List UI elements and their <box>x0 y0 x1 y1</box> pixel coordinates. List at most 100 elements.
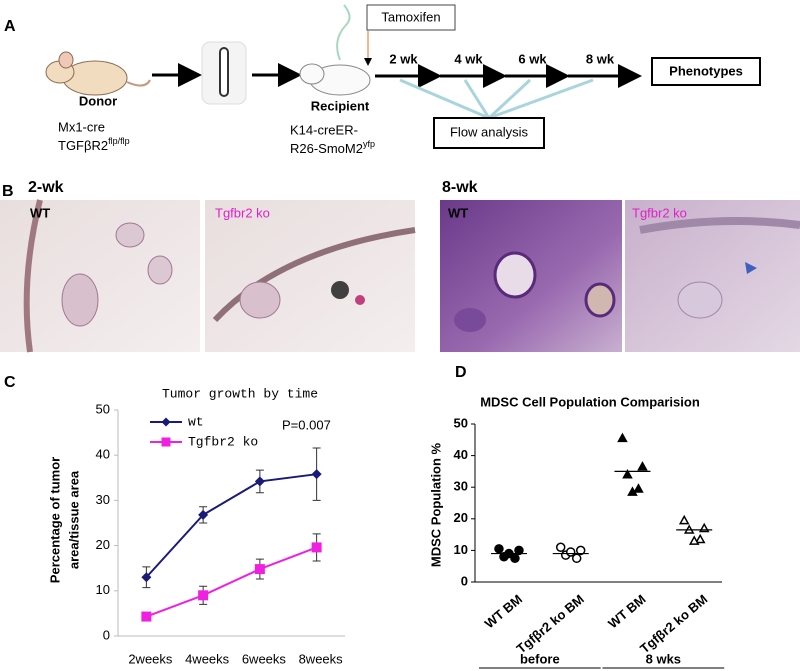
recipient-mouse-shape <box>336 4 351 61</box>
data-point <box>617 432 628 443</box>
y-tick-label: 20 <box>454 510 468 525</box>
outcome-box <box>651 57 761 86</box>
data-point <box>555 542 566 552</box>
histology-8wk-ko-shape <box>639 217 800 234</box>
y-tick-label: 0 <box>103 627 110 642</box>
y-tick-label: 20 <box>96 537 110 552</box>
donor-genotype: TGFβR2flp/flp <box>58 136 130 153</box>
donor-mouse-shape <box>62 60 128 96</box>
y-tick-label: 40 <box>96 447 110 462</box>
sample-label: WT <box>448 205 468 220</box>
superscript: yfp <box>363 139 375 149</box>
assay-link <box>399 78 490 120</box>
group-label: 8 wks <box>646 651 681 666</box>
data-point <box>141 611 152 622</box>
recipient-genotype: K14-creER- <box>290 122 358 137</box>
x-tick-label: 8weeks <box>299 651 344 666</box>
group-label: before <box>520 651 560 666</box>
chart-d: MDSC Cell Population Comparision 0 10 20 30 4… <box>428 394 725 669</box>
histology-8wk-ko-shape <box>677 281 723 319</box>
histology-8wk-ko-shape <box>745 262 757 274</box>
x-tick-label: Tgfβr2 ko BM <box>514 591 587 656</box>
data-point <box>494 544 504 554</box>
data-point <box>141 572 152 583</box>
recipient-mouse-shape <box>299 63 325 85</box>
legend-label: Tgfbr2 ko <box>188 434 258 449</box>
timepoint: 8 wk <box>586 51 615 66</box>
donor-mouse-shape <box>126 79 151 87</box>
data-point <box>510 553 520 564</box>
legend-marker <box>161 437 171 447</box>
histology-2wk-wt <box>0 199 200 353</box>
treatment: Tamoxifen <box>381 9 440 24</box>
timepoint: 6 wk <box>518 51 547 66</box>
y-tick-label: 40 <box>454 447 468 462</box>
timepoint-label: 8-wk <box>442 179 478 196</box>
donor-genotype: Mx1-cre <box>58 119 105 134</box>
data-point <box>198 509 209 520</box>
assay-link <box>487 78 532 120</box>
histology-8wk-wt-shape <box>454 308 486 332</box>
assay-box <box>433 117 545 149</box>
assay: Flow analysis <box>450 124 529 139</box>
y-axis-label: MDSC Population % <box>428 442 443 567</box>
gene: TGFβR2 <box>58 138 108 153</box>
histology-8wk-wt <box>440 200 622 352</box>
data-point <box>565 547 576 557</box>
data-point <box>254 476 265 487</box>
histology-2wk-ko-shape <box>205 200 415 352</box>
histology-2wk-wt-shape <box>61 273 99 327</box>
y-tick-label: 10 <box>454 542 468 557</box>
y-tick-label: 0 <box>461 573 468 588</box>
histology-2wk-ko-shape <box>212 227 416 323</box>
donor-mouse <box>45 51 151 96</box>
x-tick-label: WT BM <box>482 591 525 631</box>
histology-2wk-wt-shape <box>23 199 43 353</box>
histology-8wk-wt-shape <box>584 282 616 318</box>
chart-c: Tumor growth by time 0 10 20 30 40 50 2weeks 4we… <box>47 386 345 666</box>
data-point <box>311 469 322 480</box>
x-tick-label: WT BM <box>605 591 648 631</box>
sample-label: Tgfbr2 ko <box>215 205 270 220</box>
data-point <box>575 545 586 556</box>
donor-mouse-shape <box>58 51 74 69</box>
bone-icon-shape <box>219 47 229 97</box>
legend-marker <box>161 417 171 427</box>
gene: R26-SmoM2 <box>290 141 363 156</box>
y-tick-label: 30 <box>96 492 110 507</box>
outcome: Phenotypes <box>669 63 743 78</box>
panel-label: D <box>455 364 467 381</box>
recipient-name: Recipient <box>311 98 370 113</box>
histology-8wk-wt-shape <box>493 251 537 299</box>
data-point <box>622 469 633 479</box>
treatment-box <box>366 4 456 31</box>
data-point <box>627 486 638 496</box>
histology-2wk-wt-shape <box>147 255 173 285</box>
series-line <box>146 546 317 618</box>
x-tick-label: 4weeks <box>185 651 230 666</box>
data-point <box>571 553 582 564</box>
chart-title: Tumor growth by time <box>162 386 318 401</box>
timepoint-label: 2-wk <box>28 179 64 196</box>
legend-label: wt <box>188 414 204 429</box>
histology-2wk-wt-shape <box>115 222 145 248</box>
panel-label: C <box>4 374 16 391</box>
data-point <box>514 545 524 556</box>
sample-label: WT <box>30 205 50 220</box>
data-point <box>694 533 706 544</box>
x-tick-label: 6weeks <box>242 651 287 666</box>
recipient-genotype: R26-SmoM2yfp <box>290 139 375 156</box>
data-point <box>688 535 700 545</box>
assay-link <box>488 78 594 120</box>
data-point <box>633 483 644 493</box>
assay-link <box>463 79 491 119</box>
bone-icon <box>201 41 247 105</box>
y-tick-label: 50 <box>454 415 468 430</box>
superscript: flp/flp <box>108 136 130 146</box>
histology-2wk-ko-shape <box>239 281 281 319</box>
y-axis-label: area/tissue area <box>66 470 81 569</box>
histology-2wk-ko-shape <box>355 295 365 305</box>
